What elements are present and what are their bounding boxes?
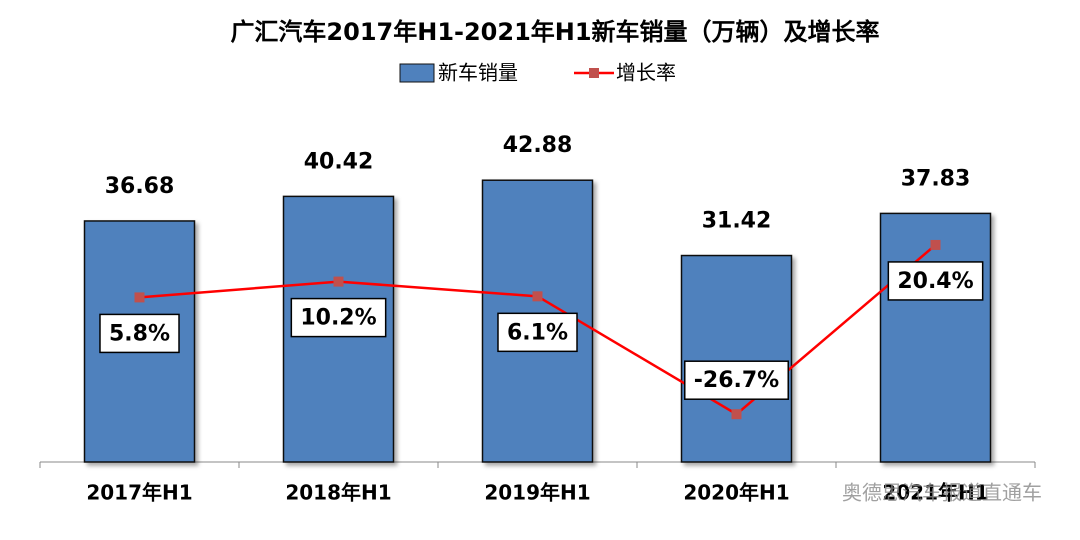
x-tick-label: 2017年H1 [86,481,192,505]
line-marker [731,409,742,420]
line-value-label: 10.2% [300,306,376,331]
line-value-label: 5.8% [109,321,170,346]
watermark: 奥德思汽车报道直通车 [842,481,1042,505]
legend-label: 新车销量 [438,61,518,85]
x-tick-label: 2021年H1 [882,481,988,505]
line-value-label: 20.4% [897,269,973,294]
data-label-box [887,261,984,301]
x-tick-label: 2018年H1 [285,481,391,505]
legend-marker [589,68,599,78]
x-tick-label: 2020年H1 [683,481,789,505]
line-value-label: 6.1% [507,320,568,345]
legend-swatch [399,63,435,83]
line-marker [134,292,145,303]
bar-value-label: 40.42 [304,149,374,174]
plot-area: 2017年H1 2018年H1 2019年H1 2020年H1 2021年H1 36.68… [39,133,1036,505]
bar [680,254,793,463]
bar-value-label: 42.88 [503,133,573,158]
line-marker [333,276,344,287]
bar [879,212,992,463]
bar-value-label: 31.42 [702,209,772,234]
legend: 新车销量 增长率 [399,61,676,85]
data-label-box [99,313,180,354]
data-label-box [684,360,789,400]
line-marker [532,291,543,302]
chart-title: 广汇汽车2017年H1-2021年H1新车销量（万辆）及增长率 [230,18,879,46]
legend-label: 增长率 [616,61,676,85]
line-marker [930,239,941,250]
bar-value-label: 36.68 [105,174,175,199]
line-value-label: -26.7% [694,368,779,393]
bar-value-label: 37.83 [901,166,971,191]
x-tick-label: 2019年H1 [484,481,590,505]
data-label-box [290,297,387,338]
data-label-box [497,312,578,353]
